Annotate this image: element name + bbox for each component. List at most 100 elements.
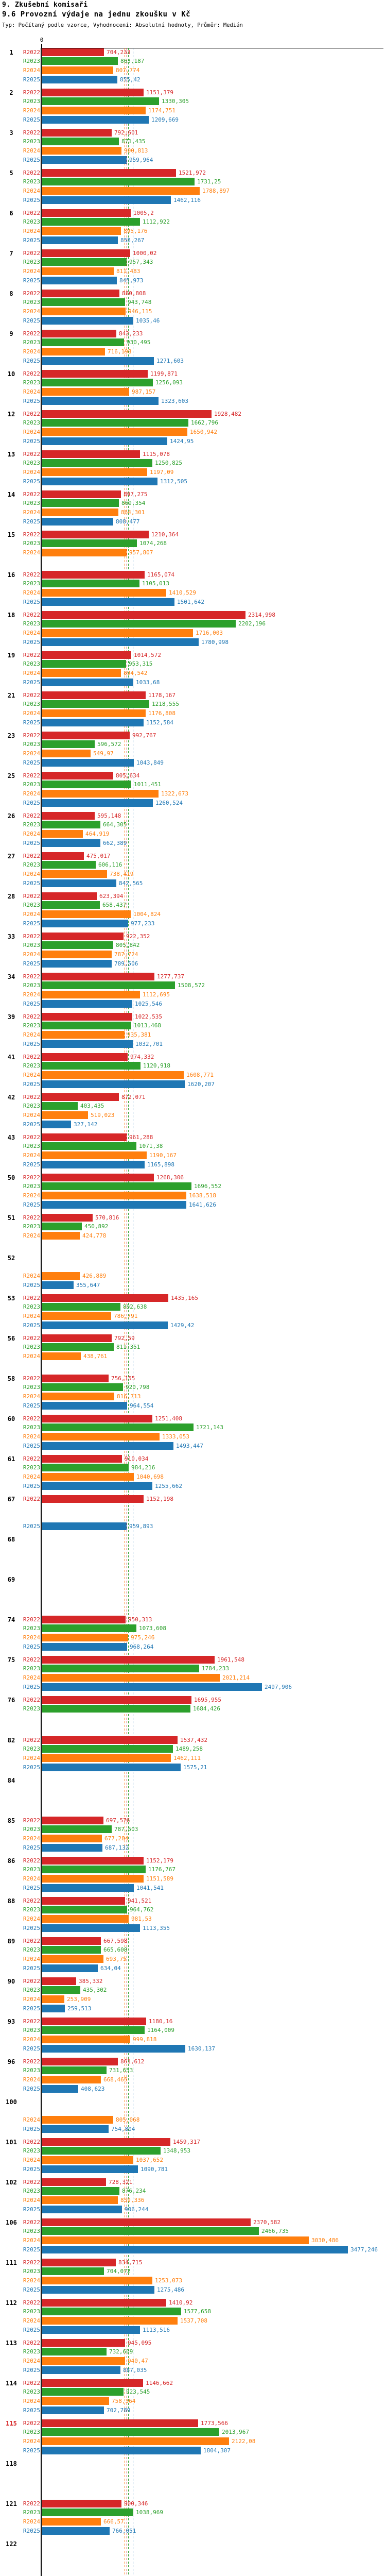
bar-r2023 [42, 1142, 136, 1150]
group-number: 82 [7, 1736, 15, 1744]
bar-r2022 [42, 1414, 152, 1422]
bar-r2024 [42, 2316, 178, 2325]
bar-r2025 [42, 919, 128, 927]
bar-r2022 [42, 48, 104, 56]
bar-r2023 [42, 2348, 107, 2356]
value-label: 895,176 [124, 227, 148, 234]
value-label: 807,774 [116, 66, 140, 74]
bar-r2025 [42, 1642, 127, 1651]
series-label-r2025: R2025 [23, 2527, 40, 2534]
series-label-r2022: R2022 [23, 892, 40, 900]
series-label-r2024: R2024 [23, 2317, 40, 2324]
group-number: 118 [6, 2460, 17, 2467]
series-label-r2025: R2025 [23, 2045, 40, 2052]
series-label-r2022: R2022 [23, 772, 40, 779]
series-label-r2023: R2023 [23, 620, 40, 628]
value-label: 1004,824 [133, 910, 161, 918]
value-label: 906,244 [125, 2206, 149, 2213]
bar-r2023 [42, 1906, 127, 1914]
series-label-r2022: R2022 [23, 249, 40, 257]
bar-r2024 [42, 307, 126, 315]
bar-r2023 [42, 821, 100, 829]
group-number: 90 [7, 1977, 15, 1985]
series-label-r2024: R2024 [23, 2277, 40, 2284]
series-label-r2024: R2024 [23, 1111, 40, 1118]
value-label: 977,233 [131, 920, 155, 927]
series-label-r2022: R2022 [23, 611, 40, 618]
series-label-r2023: R2023 [23, 1022, 40, 1029]
group-number: 5 [9, 169, 13, 177]
value-label: 808,477 [116, 518, 140, 525]
series-label-r2025: R2025 [23, 2286, 40, 2293]
value-label: 842,565 [119, 879, 143, 887]
series-label-r2022: R2022 [23, 2500, 40, 2507]
bar-r2025 [42, 1763, 181, 1771]
value-label: 668,465 [103, 2076, 128, 2083]
value-label: 1022,535 [135, 1013, 162, 1020]
value-label: 910,034 [125, 1455, 149, 1462]
bar-r2022 [42, 1896, 125, 1905]
series-label-r2025: R2025 [23, 920, 40, 927]
series-label-r2023: R2023 [23, 218, 40, 226]
bar-r2024 [42, 2035, 130, 2043]
series-label-r2022: R2022 [23, 1977, 40, 1985]
group-number: 13 [7, 450, 15, 458]
group-number: 1 [9, 48, 13, 56]
value-label: 1424,95 [170, 437, 194, 445]
value-label: 894,542 [124, 669, 148, 676]
value-label: 1074,268 [139, 540, 167, 547]
bar-r2023 [42, 1423, 194, 1432]
value-label: 858,267 [120, 236, 145, 244]
bar-r2023 [42, 218, 140, 226]
series-label-r2023: R2023 [23, 1866, 40, 1873]
value-label: 756,155 [111, 1375, 135, 1382]
series-label-r2024: R2024 [23, 1433, 40, 1440]
bar-r2025 [42, 2004, 65, 2012]
series-label-r2025: R2025 [23, 2366, 40, 2374]
series-label-r2025: R2025 [23, 1080, 40, 1088]
bar-r2023 [42, 499, 119, 507]
value-label: 728,321 [109, 2178, 133, 2185]
series-label-r2022: R2022 [23, 2178, 40, 2185]
value-label: 438,761 [83, 1352, 108, 1360]
value-label: 1197,09 [150, 468, 174, 476]
value-label: 1038,969 [136, 2509, 163, 2516]
group-number: 3 [9, 129, 13, 137]
series-label-r2025: R2025 [23, 759, 40, 766]
bar-r2022 [42, 570, 145, 579]
bar-r2025 [42, 1884, 134, 1892]
bar-r2025 [42, 75, 117, 83]
bar-r2024 [42, 2236, 309, 2244]
bar-r2025 [42, 2527, 110, 2535]
bar-r2022 [42, 1495, 144, 1503]
value-label: 1330,305 [162, 98, 189, 105]
series-label-r2024: R2024 [23, 2116, 40, 2123]
bar-r2025 [42, 1401, 127, 1410]
series-label-r2022: R2022 [23, 370, 40, 377]
bar-r2024 [42, 1312, 111, 1320]
series-label-r2022: R2022 [23, 2138, 40, 2145]
bar-r2023 [42, 2147, 161, 2155]
value-label: 880,808 [122, 290, 146, 297]
axis-zero-tick [41, 44, 42, 48]
series-label-r2023: R2023 [23, 2509, 40, 2516]
value-label: 959,964 [129, 156, 153, 163]
bar-r2023 [42, 901, 100, 909]
value-label: 1025,546 [135, 1000, 162, 1007]
bar-r2023 [42, 1705, 190, 1713]
bar-r2022 [42, 249, 130, 257]
bar-r2022 [42, 2017, 146, 2025]
series-label-r2025: R2025 [23, 879, 40, 887]
bar-r2022 [42, 1173, 154, 1181]
bar-r2025 [42, 718, 144, 726]
series-label-r2025: R2025 [23, 2005, 40, 2012]
bar-r2024 [42, 588, 166, 597]
series-label-r2023: R2023 [23, 1826, 40, 1833]
series-label-r2022: R2022 [23, 1495, 40, 1502]
series-label-r2023: R2023 [23, 1705, 40, 1713]
value-label: 845,973 [119, 277, 144, 284]
series-label-r2023: R2023 [23, 500, 40, 507]
group-number: 50 [7, 1174, 15, 1181]
bar-r2022 [42, 530, 149, 538]
